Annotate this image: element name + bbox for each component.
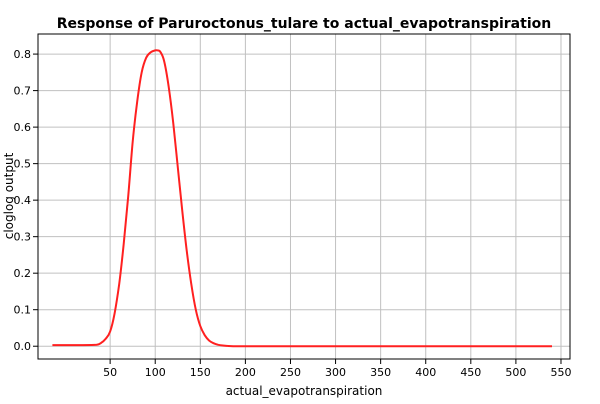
- plot-frame: [37, 33, 571, 360]
- x-tick-label: 250: [280, 366, 301, 379]
- y-axis-label: cloglog output: [2, 152, 16, 239]
- x-tick-label: 400: [415, 366, 436, 379]
- x-tick-label: 50: [103, 366, 117, 379]
- x-tick-label: 550: [550, 366, 571, 379]
- y-tick-label: 0.6: [14, 121, 32, 134]
- y-tick-label: 0.8: [14, 48, 32, 61]
- y-tick-label: 0.2: [14, 267, 32, 280]
- y-tick-label: 0.7: [14, 85, 32, 98]
- x-tick-label: 150: [190, 366, 211, 379]
- x-tick-label: 500: [505, 366, 526, 379]
- y-tick-label: 0.4: [14, 194, 32, 207]
- x-tick-label: 100: [145, 366, 166, 379]
- y-tick-label: 0.5: [14, 158, 32, 171]
- series-line-response: [52, 49, 552, 348]
- series-layer: [52, 49, 552, 348]
- x-tick-label: 350: [370, 366, 391, 379]
- grid: [38, 34, 570, 359]
- x-tick-label: 300: [325, 366, 346, 379]
- ticks: 50 100 150 200 250 300 350 400 450 500 550 0.0 0.1 0.…: [14, 48, 572, 379]
- x-axis-label: actual_evapotranspiration: [226, 384, 383, 398]
- chart-title: Response of Paruroctonus_tulare to actua…: [57, 16, 551, 32]
- x-tick-label: 200: [235, 366, 256, 379]
- y-tick-label: 0.3: [14, 231, 32, 244]
- x-tick-label: 450: [460, 366, 481, 379]
- y-tick-label: 0.1: [14, 304, 32, 317]
- y-tick-label: 0.0: [14, 340, 32, 353]
